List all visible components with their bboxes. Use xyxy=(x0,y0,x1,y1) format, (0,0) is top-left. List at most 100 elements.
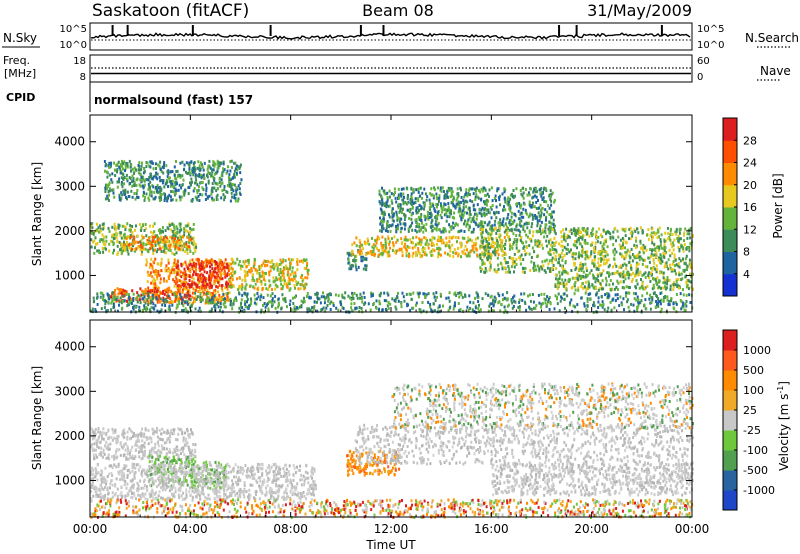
heatmap-cell xyxy=(543,213,546,217)
heatmap-cell xyxy=(391,207,394,211)
heatmap-cell xyxy=(178,300,181,304)
heatmap-cell xyxy=(438,194,441,198)
heatmap-cell xyxy=(224,273,227,277)
heatmap-cell xyxy=(673,238,676,242)
heatmap-cell xyxy=(437,306,440,310)
heatmap-cell xyxy=(439,294,442,298)
heatmap-cell xyxy=(243,291,246,295)
heatmap-cell xyxy=(666,282,669,286)
heatmap-cell xyxy=(520,235,523,239)
heatmap-cell xyxy=(487,250,490,254)
heatmap-cell xyxy=(540,194,543,198)
heatmap-cell xyxy=(143,304,146,308)
heatmap-cell xyxy=(556,261,559,265)
heatmap-cell xyxy=(520,215,523,219)
heatmap-cell xyxy=(580,274,583,278)
heatmap-cell xyxy=(118,193,121,197)
heatmap-cell xyxy=(548,252,551,256)
heatmap-cell xyxy=(218,258,221,262)
heatmap-cell xyxy=(420,206,423,210)
heatmap-cell xyxy=(594,232,597,236)
heatmap-cell xyxy=(513,252,516,256)
heatmap-cell xyxy=(293,309,296,313)
heatmap-cell xyxy=(193,246,196,250)
heatmap-cell xyxy=(470,230,473,234)
heatmap-cell xyxy=(608,274,610,278)
heatmap-cell xyxy=(150,230,153,234)
heatmap-cell xyxy=(180,239,183,243)
heatmap-cell xyxy=(474,212,476,216)
heatmap-cell xyxy=(488,211,491,215)
heatmap-cell xyxy=(668,303,671,307)
heatmap-cell xyxy=(104,169,106,173)
heatmap-cell xyxy=(179,270,182,274)
heatmap-cell xyxy=(635,239,638,243)
heatmap-cell xyxy=(467,228,470,232)
heatmap-cell xyxy=(592,262,595,265)
heatmap-cell xyxy=(283,297,286,301)
heatmap-cell xyxy=(184,244,187,248)
heatmap-cell xyxy=(251,277,254,281)
heatmap-cell xyxy=(176,304,179,308)
heatmap-cell xyxy=(552,251,555,255)
heatmap-cell xyxy=(441,208,444,212)
heatmap-cell xyxy=(410,192,413,196)
heatmap-cell xyxy=(540,292,543,296)
heatmap-cell xyxy=(198,285,201,289)
heatmap-cell xyxy=(187,267,189,270)
heatmap-cell xyxy=(381,200,384,204)
heatmap-cell xyxy=(638,258,641,262)
heatmap-cell xyxy=(547,227,550,231)
heatmap-cell xyxy=(294,274,297,278)
heatmap-cell xyxy=(165,264,168,268)
heatmap-cell xyxy=(522,246,525,250)
heatmap-cell xyxy=(485,212,488,216)
heatmap-cell xyxy=(540,214,543,218)
heatmap-cell xyxy=(652,231,655,235)
heatmap-cell xyxy=(675,280,678,283)
heatmap-cell xyxy=(546,303,549,307)
heatmap-cell xyxy=(494,299,497,303)
heatmap-cell xyxy=(493,223,496,227)
heatmap-cell xyxy=(472,203,475,207)
heatmap-cell xyxy=(550,258,553,262)
heatmap-cell xyxy=(256,278,259,282)
heatmap-cell xyxy=(198,266,201,270)
heatmap-cell xyxy=(428,198,431,202)
heatmap-cell xyxy=(690,285,693,289)
heatmap-cell xyxy=(534,243,537,247)
heatmap-cell xyxy=(586,230,589,234)
heatmap-cell xyxy=(368,251,371,255)
heatmap-cell xyxy=(675,263,678,267)
heatmap-cell xyxy=(490,244,493,248)
heatmap-cell xyxy=(477,300,480,303)
heatmap-cell xyxy=(375,306,378,310)
heatmap-cell xyxy=(120,289,123,293)
heatmap-cell xyxy=(210,273,213,277)
heatmap-cell xyxy=(575,240,578,244)
heatmap-cell xyxy=(643,272,646,276)
nsky-trace xyxy=(90,25,691,41)
heatmap-cell xyxy=(498,229,501,233)
heatmap-cell xyxy=(174,270,177,274)
heatmap-cell xyxy=(475,247,478,251)
heatmap-cell xyxy=(106,194,109,198)
heatmap-cell xyxy=(391,218,394,222)
heatmap-cell xyxy=(213,294,216,298)
heatmap-cell xyxy=(253,293,256,297)
heatmap-cell xyxy=(474,243,477,247)
heatmap-cell xyxy=(210,298,213,302)
heatmap-cell xyxy=(151,264,154,268)
heatmap-cell xyxy=(112,303,115,306)
heatmap-cell xyxy=(434,222,437,226)
heatmap-cell xyxy=(439,202,442,206)
heatmap-cell xyxy=(305,258,308,262)
heatmap-cell xyxy=(364,242,367,246)
heatmap-cell xyxy=(162,289,165,293)
heatmap-cell xyxy=(488,242,491,246)
heatmap-cell xyxy=(420,228,422,232)
heatmap-cell xyxy=(270,260,273,264)
heatmap-cell xyxy=(504,266,506,270)
heatmap-cell xyxy=(506,199,509,203)
